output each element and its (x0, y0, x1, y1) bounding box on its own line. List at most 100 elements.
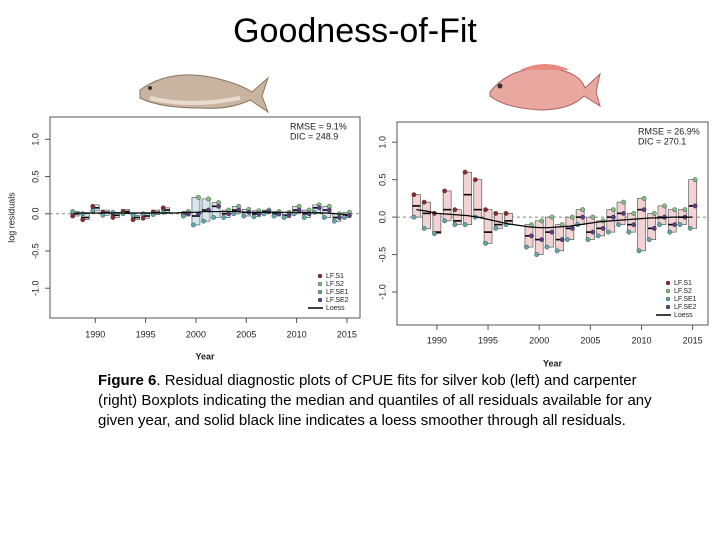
legend-marker (317, 297, 323, 303)
x-axis-label: Year (195, 351, 215, 361)
box-body (586, 216, 595, 240)
box (637, 198, 646, 252)
residual-point (569, 225, 575, 231)
box-body (667, 209, 677, 233)
x-tick-label: 2015 (683, 335, 703, 345)
plot-frame (49, 116, 361, 319)
fit-statistic: DIC = 248.9 (290, 131, 338, 141)
box-body (191, 197, 201, 226)
legend-label: LF.SE1 (326, 289, 349, 296)
residual-point (641, 207, 647, 213)
residual-point (191, 222, 196, 228)
residual-point (692, 177, 698, 183)
residual-point (631, 210, 637, 216)
residual-point (524, 244, 529, 250)
residual-point (110, 209, 116, 215)
box (667, 209, 677, 233)
residual-point (231, 211, 237, 217)
plot-frame (396, 121, 709, 326)
residual-point (421, 199, 427, 205)
legend-label: LF.S1 (326, 273, 344, 280)
residual-point (600, 225, 606, 231)
residual-point (549, 229, 555, 235)
residual-point (160, 209, 166, 215)
residual-point (206, 196, 211, 202)
residual-point (347, 212, 352, 218)
residual-point (296, 207, 302, 213)
residual-point (559, 237, 565, 243)
residual-point (610, 214, 616, 220)
box-body (432, 213, 442, 234)
residual-point (211, 215, 216, 220)
box (483, 209, 493, 244)
residual-point (411, 214, 417, 220)
loess-line (416, 209, 693, 229)
residual-point (631, 222, 637, 228)
carpenter-fish (489, 64, 601, 111)
box-body (637, 198, 646, 252)
box-body (211, 202, 221, 218)
legend-marker (665, 288, 671, 294)
y-axis-label: log residuals (6, 192, 16, 243)
fit-statistic: RMSE = 26.9% (638, 126, 700, 136)
residual-point (266, 209, 272, 214)
legend-label: LF.SE2 (674, 304, 697, 311)
residual-point (672, 207, 678, 213)
y-tick-label: 1.0 (30, 133, 40, 146)
residual-point (682, 207, 688, 213)
residual-point (692, 203, 698, 209)
residual-point (667, 229, 673, 235)
x-tick-label: 2000 (529, 335, 549, 345)
residual-point (472, 177, 478, 183)
residual-point (662, 203, 667, 209)
residual-point (100, 212, 106, 218)
box-body (453, 209, 462, 225)
residual-point (196, 194, 201, 200)
legend-label: LF.S2 (326, 281, 344, 288)
box (463, 171, 472, 225)
residual-point (595, 233, 601, 239)
residual-point (534, 252, 540, 257)
y-tick-label: 0.5 (377, 173, 387, 186)
y-tick-label: -0.5 (377, 247, 387, 263)
legend-label: Loess (674, 312, 693, 319)
residual-point (221, 215, 227, 220)
x-tick-label: 1995 (478, 335, 498, 345)
fit-statistic: DIC = 270.1 (638, 136, 686, 146)
box (442, 190, 452, 222)
y-tick-label: 0.0 (377, 211, 387, 224)
residual-point (271, 213, 277, 219)
residual-point (641, 196, 647, 201)
residual-point (590, 214, 596, 220)
y-tick-label: 1.0 (377, 136, 387, 149)
x-tick-label: 2010 (287, 329, 307, 339)
residual-point (651, 210, 657, 216)
legend-marker (665, 280, 671, 286)
residual-point (462, 222, 468, 228)
residual-point (621, 210, 626, 216)
residual-point (70, 213, 76, 219)
residual-point (462, 169, 468, 175)
box-body (473, 179, 483, 218)
residual-point (621, 199, 626, 205)
box (586, 216, 595, 240)
residual-point (610, 207, 616, 213)
y-tick-label: -0.5 (30, 243, 40, 259)
residual-point (431, 231, 437, 237)
residual-point (216, 203, 221, 209)
residual-point (549, 214, 555, 220)
box (473, 179, 483, 218)
residual-point (286, 212, 292, 218)
residual-point (326, 207, 332, 213)
residual-point (554, 248, 560, 254)
box (412, 194, 421, 218)
residual-point (90, 203, 96, 209)
residual-point (201, 218, 206, 224)
residual-point (180, 213, 186, 219)
residual-point (452, 207, 458, 213)
legend-label: Loess (326, 305, 345, 312)
legend-marker (665, 296, 671, 302)
residual-point (564, 237, 570, 243)
residual-point (316, 205, 322, 211)
